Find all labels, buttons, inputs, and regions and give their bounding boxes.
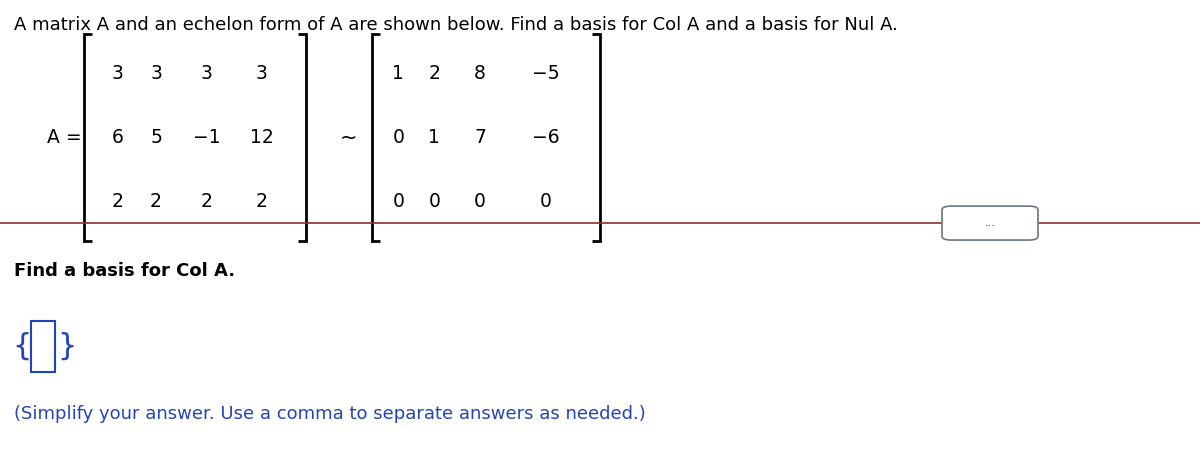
Text: 8: 8: [474, 64, 486, 83]
Text: 3: 3: [112, 64, 124, 83]
FancyBboxPatch shape: [31, 321, 55, 372]
Text: ...: ...: [984, 218, 996, 228]
Text: }: }: [58, 332, 77, 361]
Text: 0: 0: [392, 192, 404, 212]
Text: 3: 3: [150, 64, 162, 83]
Text: 1: 1: [392, 64, 404, 83]
Text: 0: 0: [428, 192, 440, 212]
Text: 1: 1: [428, 128, 440, 147]
Text: ~: ~: [340, 128, 356, 148]
Text: −6: −6: [532, 128, 560, 147]
Text: Find a basis for Col A.: Find a basis for Col A.: [14, 262, 235, 280]
Text: 2: 2: [112, 192, 124, 212]
Text: 5: 5: [150, 128, 162, 147]
Text: 6: 6: [112, 128, 124, 147]
Text: 0: 0: [392, 128, 404, 147]
Text: 7: 7: [474, 128, 486, 147]
Text: 2: 2: [200, 192, 212, 212]
Text: −5: −5: [532, 64, 560, 83]
Text: 3: 3: [200, 64, 212, 83]
Text: 12: 12: [250, 128, 274, 147]
FancyBboxPatch shape: [942, 206, 1038, 240]
Text: 2: 2: [150, 192, 162, 212]
Text: 3: 3: [256, 64, 268, 83]
Text: 2: 2: [256, 192, 268, 212]
Text: −1: −1: [192, 128, 221, 147]
Text: A =: A =: [47, 128, 82, 147]
Text: 0: 0: [474, 192, 486, 212]
Text: A matrix A and an echelon form of A are shown below. Find a basis for Col A and : A matrix A and an echelon form of A are …: [14, 16, 899, 34]
Text: (Simplify your answer. Use a comma to separate answers as needed.): (Simplify your answer. Use a comma to se…: [14, 405, 646, 423]
Text: 2: 2: [428, 64, 440, 83]
Text: 0: 0: [540, 192, 552, 212]
Text: {: {: [12, 332, 31, 361]
